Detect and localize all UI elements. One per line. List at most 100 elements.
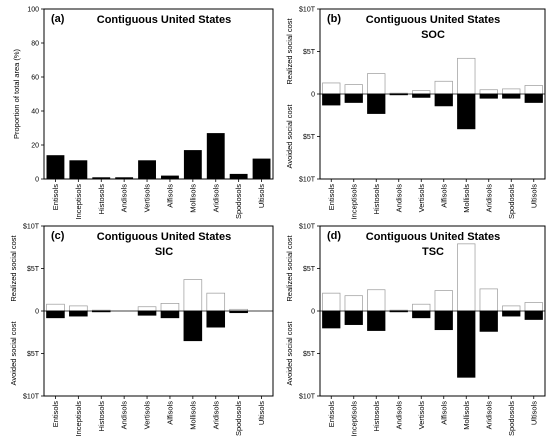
avoided-bar-spodosols — [502, 310, 521, 317]
bar-spodosols — [229, 173, 248, 179]
x-tick-label: Ultisols — [529, 401, 538, 425]
y-tick-label: $10T — [299, 394, 316, 401]
x-tick-label: Mollisols — [462, 184, 471, 213]
x-tick-label: Inceptisols — [74, 401, 83, 437]
realized-bar-entisols — [322, 82, 341, 95]
y-tick-label: $10T — [299, 224, 316, 231]
y-tick-label: $10T — [299, 7, 316, 14]
x-tick-label: Ultisols — [257, 401, 266, 425]
x-tick-label: Histosols — [372, 401, 381, 432]
y-tick-label: $5T — [303, 49, 316, 56]
avoided-bar-aridisols — [206, 310, 226, 328]
y-tick-label: 0 — [35, 309, 39, 316]
avoided-bar-entisols — [322, 93, 341, 106]
bar-entisols — [46, 155, 65, 179]
x-tick-label: Mollisols — [188, 401, 197, 430]
avoided-bar-inceptisols — [69, 310, 88, 317]
x-tick-label: Aridisols — [211, 184, 220, 213]
realized-bar-ultisols — [524, 302, 543, 312]
avoided-bar-mollisols — [183, 310, 203, 342]
x-tick-label: Andisols — [394, 184, 403, 213]
realized-bar-histosols — [367, 289, 386, 312]
x-tick-label: Inceptisols — [349, 401, 358, 437]
bar-vertisols — [138, 160, 156, 179]
x-tick-label: Alfisols — [165, 401, 174, 425]
x-tick-label: Andisols — [120, 401, 129, 430]
x-tick-label: Vertisols — [417, 401, 426, 430]
x-tick-label: Spodosols — [234, 184, 243, 219]
y-axis-label-avoided: Avoided social cost — [285, 321, 294, 386]
avoided-bar-ultisols — [524, 310, 543, 320]
realized-bar-mollisols — [457, 57, 476, 95]
avoided-bar-entisols — [322, 310, 341, 329]
bar-histosols — [92, 177, 111, 179]
y-tick-label: $5T — [27, 351, 40, 358]
y-tick-label: 0 — [35, 177, 39, 184]
y-tick-label: $5T — [303, 134, 316, 141]
realized-bar-spodosols — [502, 88, 521, 95]
chart-title: Contiguous United States — [366, 231, 500, 243]
x-tick-label: Alfisols — [165, 184, 174, 208]
y-tick-label: $10T — [299, 177, 316, 184]
panel-label: (d) — [327, 230, 341, 242]
x-tick-label: Aridisols — [484, 401, 493, 430]
realized-bar-alfisols — [434, 80, 453, 95]
realized-bar-entisols — [46, 303, 65, 312]
x-tick-label: Alfisols — [439, 401, 448, 425]
avoided-bar-alfisols — [160, 310, 180, 319]
panel-label: (c) — [51, 230, 65, 242]
realized-bar-inceptisols — [344, 84, 363, 95]
realized-bar-aridisols — [479, 89, 498, 95]
x-tick-label: Histosols — [97, 184, 106, 215]
x-tick-label: Spodosols — [507, 401, 516, 436]
x-tick-label: Inceptisols — [74, 184, 83, 220]
avoided-bar-ultisols — [524, 93, 543, 103]
realized-bar-aridisols — [206, 292, 226, 312]
y-tick-label: 0 — [311, 92, 315, 99]
y-axis-label: Proportion of total area (%) — [12, 48, 21, 139]
x-tick-label: Ultisols — [529, 184, 538, 208]
x-tick-label: Aridisols — [211, 401, 220, 430]
panel-c: $10T $5T 0 $5T $10T Entisols Inceptisols Histos… — [9, 224, 274, 437]
avoided-bar-alfisols — [434, 310, 453, 331]
x-tick-label: Vertisols — [143, 401, 152, 430]
x-tick-label: Ultisols — [257, 184, 266, 208]
x-tick-label: Spodosols — [234, 401, 243, 436]
x-tick-label: Entisols — [327, 184, 336, 211]
y-tick-label: $10T — [23, 394, 40, 401]
y-axis-label-realized: Realized social cost — [9, 234, 18, 301]
avoided-bar-vertisols — [412, 310, 431, 319]
bar-aridisols — [206, 133, 225, 179]
avoided-bar-inceptisols — [344, 310, 363, 325]
avoided-bar-entisols — [46, 310, 65, 319]
avoided-bar-mollisols — [457, 310, 476, 378]
panel-label: (b) — [327, 13, 341, 25]
y-tick-label: $5T — [27, 266, 40, 273]
realized-bar-inceptisols — [69, 305, 88, 312]
x-tick-label: Mollisols — [462, 401, 471, 430]
bar-mollisols — [183, 150, 202, 179]
chart-title: Contiguous United States — [97, 231, 231, 243]
x-tick-label: Spodosols — [507, 184, 516, 219]
x-tick-label: Histosols — [372, 184, 381, 215]
x-tick-label: Entisols — [51, 401, 60, 428]
realized-bar-ultisols — [524, 85, 543, 95]
panel-a: 0 20 40 60 80 100 Entisols Inceptisols Histosols… — [12, 7, 274, 220]
avoided-bar-vertisols — [137, 310, 157, 316]
chart-subtitle: SOC — [421, 29, 445, 41]
plot-frame — [43, 8, 274, 180]
x-tick-label: Entisols — [327, 401, 336, 428]
x-tick-label: Inceptisols — [349, 184, 358, 220]
realized-bar-aridisols — [479, 288, 498, 312]
panel-b: $10T $5T 0 $5T $10T Entisols Inceptisols Histos… — [285, 7, 546, 220]
x-tick-label: Alfisols — [439, 184, 448, 208]
y-axis-label-avoided: Avoided social cost — [285, 104, 294, 169]
bar-alfisols — [161, 175, 179, 179]
y-tick-label: 20 — [31, 143, 39, 150]
chart-title: Contiguous United States — [366, 14, 500, 26]
chart-title: Contiguous United States — [97, 14, 231, 26]
bar-inceptisols — [69, 160, 88, 179]
y-axis-label-realized: Realized social cost — [285, 17, 294, 84]
bar-andisols — [115, 177, 134, 179]
